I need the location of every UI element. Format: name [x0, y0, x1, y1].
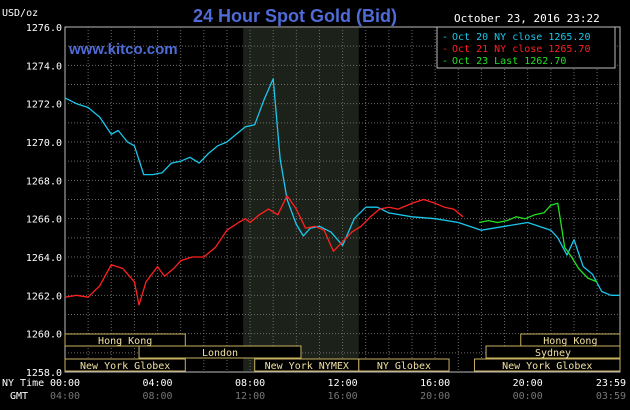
session-bar: [138, 345, 302, 359]
y-axis-ticks: 1276.0 1274.0 1272.0 1270.0 1268.0 1266.0 1264…: [26, 23, 62, 379]
series-line: [64, 195, 464, 306]
session-label: NY Globex: [377, 361, 431, 372]
y-tick-label: 1268.0: [26, 176, 62, 187]
y-tick-label: 1276.0: [26, 23, 62, 34]
x-tick-label-ny: 04:00: [142, 378, 172, 389]
session-bar: [64, 333, 186, 347]
series-line: [478, 202, 598, 283]
x-tick-label-ny: 23:59: [596, 378, 626, 389]
x-tick-label-gmt: 08:00: [142, 391, 172, 402]
nymex-session-highlight: [243, 28, 359, 371]
gmt-axis-label: GMT: [10, 391, 28, 402]
x-tick-label-ny: 12:00: [328, 378, 358, 389]
legend-entry: Oct 20 NY close 1265.20: [452, 32, 590, 43]
x-tick-label-ny: 16:00: [420, 378, 450, 389]
y-tick-label: 1274.0: [26, 61, 62, 72]
session-label: London: [202, 348, 238, 359]
timestamp: October 23, 2016 23:22: [454, 12, 600, 25]
y-tick-label: 1266.0: [26, 215, 62, 226]
legend-entry: Oct 23 Last 1262.70: [452, 56, 566, 67]
y-tick-label: 1262.0: [26, 291, 62, 302]
legend-swatch: -: [442, 44, 448, 55]
x-axis-ticks: 00:00 04:00 08:00 12:00 16:00 20:00 23:59 04:00…: [50, 378, 626, 402]
x-tick-label-gmt: 00:00: [513, 391, 543, 402]
x-tick-label-ny: 00:00: [50, 378, 80, 389]
y-tick-label: 1258.0: [26, 368, 62, 379]
session-label: Hong Kong: [98, 336, 152, 347]
unit-label: USD/oz: [2, 8, 38, 19]
y-tick-label: 1260.0: [26, 330, 62, 341]
session-bar: [485, 345, 621, 359]
legend-swatch: -: [442, 32, 448, 43]
session-bar: [358, 358, 450, 372]
x-tick-label-ny: 20:00: [513, 378, 543, 389]
x-tick-label-ny: 08:00: [235, 378, 265, 389]
series-line: [64, 78, 620, 296]
x-tick-label-gmt: 20:00: [420, 391, 450, 402]
session-bar: [64, 358, 186, 372]
session-bar: [473, 358, 621, 372]
x-tick-label-gmt: 03:59: [596, 391, 626, 402]
y-tick-label: 1272.0: [26, 100, 62, 111]
legend-box: [436, 26, 616, 69]
x-tick-label-gmt: 16:00: [328, 391, 358, 402]
market-sessions: Hong Kong London New York Globex New York N…: [64, 333, 621, 372]
legend-swatch: -: [442, 56, 448, 67]
session-label: New York NYMEX: [265, 361, 349, 372]
legend: - Oct 20 NY close 1265.20- Oct 21 NY close…: [436, 26, 616, 69]
chart-title: 24 Hour Spot Gold (Bid): [193, 6, 397, 26]
site-watermark: www.kitco.com: [68, 41, 178, 58]
session-label: Sydney: [535, 348, 571, 359]
session-label: Hong Kong: [543, 336, 597, 347]
y-tick-label: 1270.0: [26, 138, 62, 149]
price-series: [64, 78, 620, 306]
y-tick-label: 1264.0: [26, 253, 62, 264]
x-tick-label-gmt: 12:00: [235, 391, 265, 402]
ny-time-axis-label: NY Time: [2, 378, 44, 389]
session-label: New York Globex: [80, 361, 170, 372]
legend-entry: Oct 21 NY close 1265.70: [452, 44, 590, 55]
x-tick-label-gmt: 04:00: [50, 391, 80, 402]
session-label: New York Globex: [502, 361, 592, 372]
